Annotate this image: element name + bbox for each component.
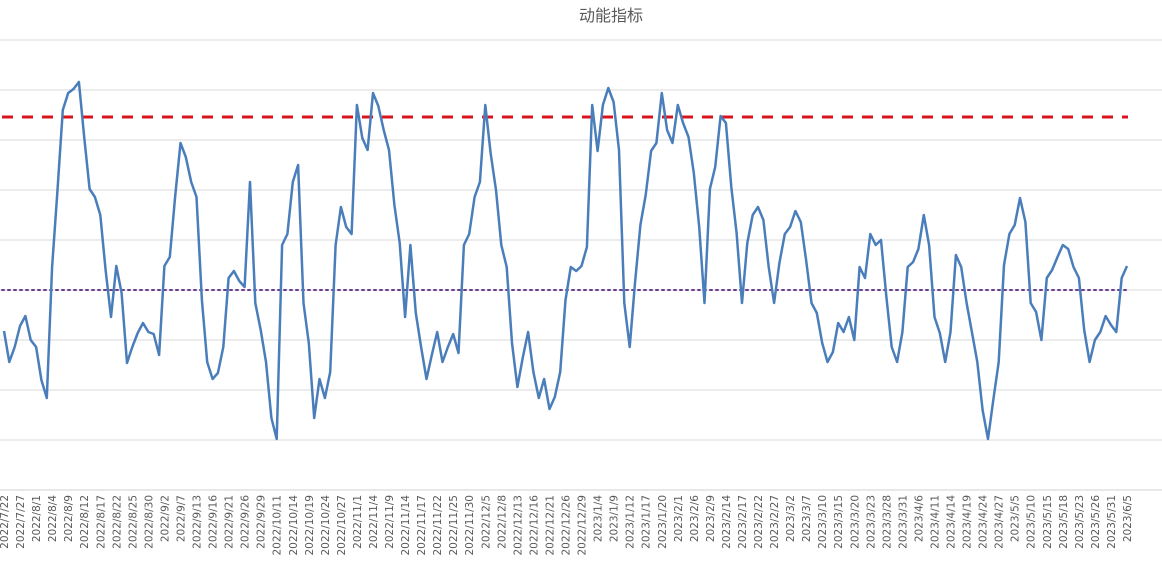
x-tick-label: 2022/9/13 [192,495,204,549]
x-tick-label: 2022/9/21 [224,495,236,549]
x-tick-label: 2023/4/19 [962,495,974,549]
x-tick-label: 2022/11/17 [416,495,428,556]
x-tick-label: 2022/12/8 [496,495,508,549]
x-tick-label: 2023/1/12 [625,495,637,549]
x-tick-label: 2022/11/30 [464,495,476,556]
x-tick-label: 2022/12/13 [512,495,524,556]
x-tick-label: 2022/8/25 [127,495,139,549]
x-tick-label: 2023/1/4 [593,495,605,542]
x-tick-label: 2023/4/24 [978,495,990,549]
x-tick-label: 2022/8/12 [79,495,91,549]
x-tick-label: 2022/11/1 [352,495,364,549]
x-tick-label: 2022/8/30 [143,495,155,549]
x-tick-label: 2023/3/10 [817,495,829,549]
x-tick-label: 2023/5/31 [1106,495,1118,549]
x-tick-label: 2022/9/2 [159,495,171,542]
series-group [2,80,1129,441]
x-tick-label: 2023/4/6 [913,495,925,542]
x-tick-label: 2022/12/21 [545,495,557,556]
x-tick-label: 2023/3/20 [849,495,861,549]
x-tick-label: 2022/12/26 [561,495,573,556]
x-tick-label: 2022/9/29 [256,495,268,549]
x-tick-label: 2023/5/18 [1058,495,1070,549]
x-tick-label: 2023/3/31 [897,495,909,549]
x-tick-label: 2023/1/17 [641,495,653,549]
reference-lines [1,115,1129,291]
x-tick-label: 2022/8/22 [111,495,123,549]
x-tick-label: 2023/2/14 [721,495,733,549]
x-tick-label: 2022/11/9 [384,495,396,549]
x-tick-label: 2023/2/9 [705,495,717,542]
x-tick-label: 2023/3/15 [833,495,845,549]
x-tick-label: 2023/5/26 [1090,495,1102,549]
x-tick-label: 2023/2/27 [769,495,781,549]
x-tick-label: 2023/3/28 [881,495,893,549]
x-tick-label: 2023/5/5 [1010,495,1022,542]
x-tick-label: 2022/11/14 [400,495,412,556]
x-tick-label: 2022/8/17 [95,495,107,549]
x-tick-label: 2022/10/11 [272,495,284,556]
x-tick-label: 2022/10/19 [304,495,316,556]
x-tick-label: 2022/10/24 [320,495,332,556]
x-tick-label: 2023/1/20 [657,495,669,549]
x-tick-label: 2023/2/22 [753,495,765,549]
x-tick-label: 2022/12/16 [528,495,540,556]
x-tick-label: 2023/3/2 [785,495,797,542]
x-tick-label: 2023/2/6 [689,495,701,542]
x-tick-label: 2023/5/23 [1074,495,1086,549]
x-tick-label: 2022/12/29 [577,495,589,556]
x-tick-label: 2022/9/7 [176,495,188,542]
x-tick-label: 2023/3/7 [801,495,813,542]
x-tick-label: 2023/4/27 [994,495,1006,549]
x-tick-label: 2023/6/5 [1122,495,1134,542]
x-tick-label: 2022/11/22 [432,495,444,556]
x-tick-label: 2022/7/27 [15,495,27,549]
x-tick-label: 2022/7/22 [0,495,11,549]
x-tick-label: 2023/5/15 [1042,495,1054,549]
x-tick-label: 2023/3/23 [865,495,877,549]
x-tick-label: 2022/8/1 [31,495,43,542]
x-tick-label: 2023/2/17 [737,495,749,549]
x-tick-label: 2023/1/9 [609,495,621,542]
x-tick-label: 2022/8/9 [63,495,75,542]
x-tick-label: 2022/11/4 [368,495,380,549]
x-tick-label: 2022/9/26 [240,495,252,549]
x-tick-label: 2023/4/11 [930,495,942,549]
x-tick-label: 2022/9/16 [208,495,220,549]
x-tick-label: 2022/11/25 [448,495,460,556]
x-axis-tick-labels: 2022/7/22 2022/7/27 2022/8/1 2022/8/4 2022/8… [0,495,1134,556]
x-tick-label: 2022/12/5 [480,495,492,549]
x-tick-label: 2023/4/14 [946,495,958,549]
x-tick-label: 2023/2/1 [673,495,685,542]
chart-title: 动能指标 [578,6,643,25]
x-tick-label: 2023/5/10 [1026,495,1038,549]
x-tick-label: 2022/10/14 [288,495,300,556]
x-tick-label: 2022/8/4 [47,495,59,542]
series-line [2,80,1129,441]
x-tick-label: 2022/10/27 [336,495,348,556]
